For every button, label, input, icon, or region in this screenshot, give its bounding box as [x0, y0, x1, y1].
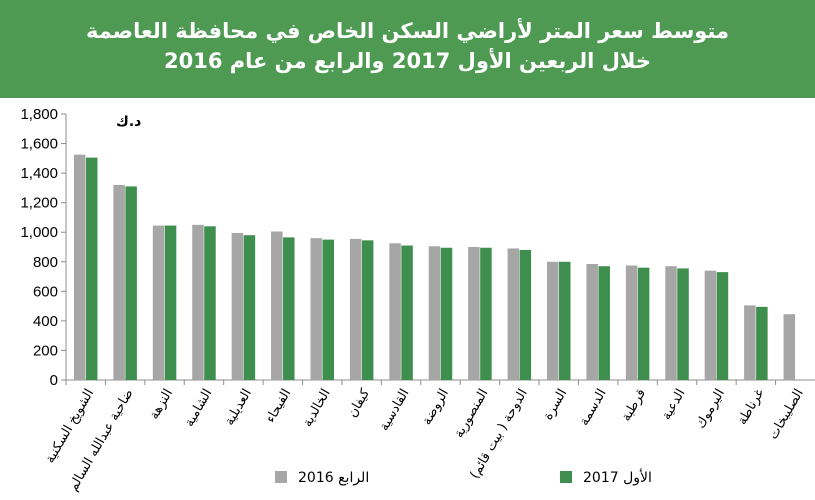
x-category-label: اليرموك: [693, 387, 728, 432]
bar-q1-2017: [361, 240, 374, 380]
bar-chart: 0 200 400 600 800 1,000 1,200 1,400 1,600 1,800 ا…: [20, 106, 815, 494]
bar-q1-2017: [243, 235, 256, 380]
x-category-label: قرطبة: [619, 387, 649, 424]
bar-q4-2016: [271, 231, 283, 380]
bar-q4-2016: [744, 305, 756, 380]
y-tick-label: 1,400: [20, 165, 58, 182]
bar-q4-2016: [73, 154, 86, 380]
bar-q1-2017: [677, 268, 689, 380]
bar-q1-2017: [480, 247, 492, 380]
x-category-label: النزهة: [147, 387, 176, 423]
y-tick-label: 1,000: [20, 224, 58, 241]
bar-q4-2016: [349, 238, 362, 380]
bar-q1-2017: [559, 261, 571, 380]
unit-label: د.ك: [116, 114, 141, 130]
bar-q4-2016: [468, 247, 480, 380]
bar-q1-2017: [204, 226, 216, 380]
bar-q4-2016: [665, 266, 677, 380]
bar-q4-2016: [152, 225, 165, 380]
bar-q1-2017: [756, 306, 768, 380]
bar-q1-2017: [283, 237, 295, 380]
y-tick-label: 0: [50, 372, 58, 389]
bar-q4-2016: [310, 238, 322, 380]
y-tick-label: 400: [33, 313, 58, 330]
x-category-label: الخالدية: [300, 387, 334, 430]
bar-q1-2017: [322, 239, 334, 380]
legend: الرابع 2016 الأول 2017: [275, 468, 652, 486]
bar-q1-2017: [164, 225, 177, 380]
x-category-label: الشامية: [182, 387, 215, 430]
x-category-label: الدسمة: [577, 387, 610, 429]
x-category-label: الدعية: [659, 387, 689, 423]
bar-q1-2017: [401, 245, 413, 380]
chart-title: متوسط سعر المتر لأراضي السكن الخاص في مح…: [85, 19, 729, 43]
bar-q4-2016: [113, 184, 125, 380]
bar-q4-2016: [783, 314, 796, 380]
bar-q4-2016: [507, 248, 520, 380]
bar-q1-2017: [85, 157, 98, 380]
x-category-label: القادسية: [377, 387, 413, 434]
bar-q1-2017: [716, 272, 729, 380]
x-category-label: الفيحاء: [263, 387, 294, 426]
legend-label: الرابع 2016: [298, 470, 369, 486]
legend-swatch: [275, 471, 287, 483]
bar-q4-2016: [704, 270, 717, 380]
chart-subtitle: خلال الربعين الأول 2017 والرابع من عام 2…: [163, 49, 651, 73]
x-category-label: كيفان: [345, 386, 373, 420]
bar-q4-2016: [547, 261, 559, 380]
y-tick-label: 1,200: [20, 195, 58, 212]
bars: [73, 154, 796, 380]
legend-label: الأول 2017: [583, 468, 652, 486]
bar-q1-2017: [440, 247, 453, 380]
bar-q1-2017: [519, 249, 532, 380]
bar-q4-2016: [389, 243, 401, 380]
x-category-label: السرة: [541, 387, 571, 423]
y-tick-label: 800: [33, 254, 58, 271]
y-tick-label: 1,600: [20, 136, 58, 153]
x-category-label: العديلية: [222, 387, 255, 429]
bar-q1-2017: [637, 267, 650, 380]
y-tick-label: 600: [33, 283, 58, 300]
bar-q1-2017: [125, 186, 137, 380]
bar-q4-2016: [192, 224, 204, 380]
bar-q4-2016: [586, 263, 598, 380]
bar-q4-2016: [428, 246, 441, 380]
y-tick-label: 200: [33, 342, 58, 359]
bar-q4-2016: [625, 265, 638, 380]
chart-title-banner: متوسط سعر المتر لأراضي السكن الخاص في مح…: [0, 0, 815, 98]
y-axis: 0 200 400 600 800 1,000 1,200 1,400 1,600 1,800: [20, 106, 815, 389]
y-tick-label: 1,800: [20, 106, 58, 123]
x-category-label: الروضة: [419, 387, 452, 428]
x-category-label: المنصورية: [451, 386, 491, 440]
legend-swatch: [560, 471, 572, 483]
bar-q1-2017: [598, 266, 610, 380]
bar-q4-2016: [231, 232, 244, 380]
x-category-label: الصليبخات: [766, 387, 807, 443]
x-category-label: غرناطة: [735, 386, 768, 427]
